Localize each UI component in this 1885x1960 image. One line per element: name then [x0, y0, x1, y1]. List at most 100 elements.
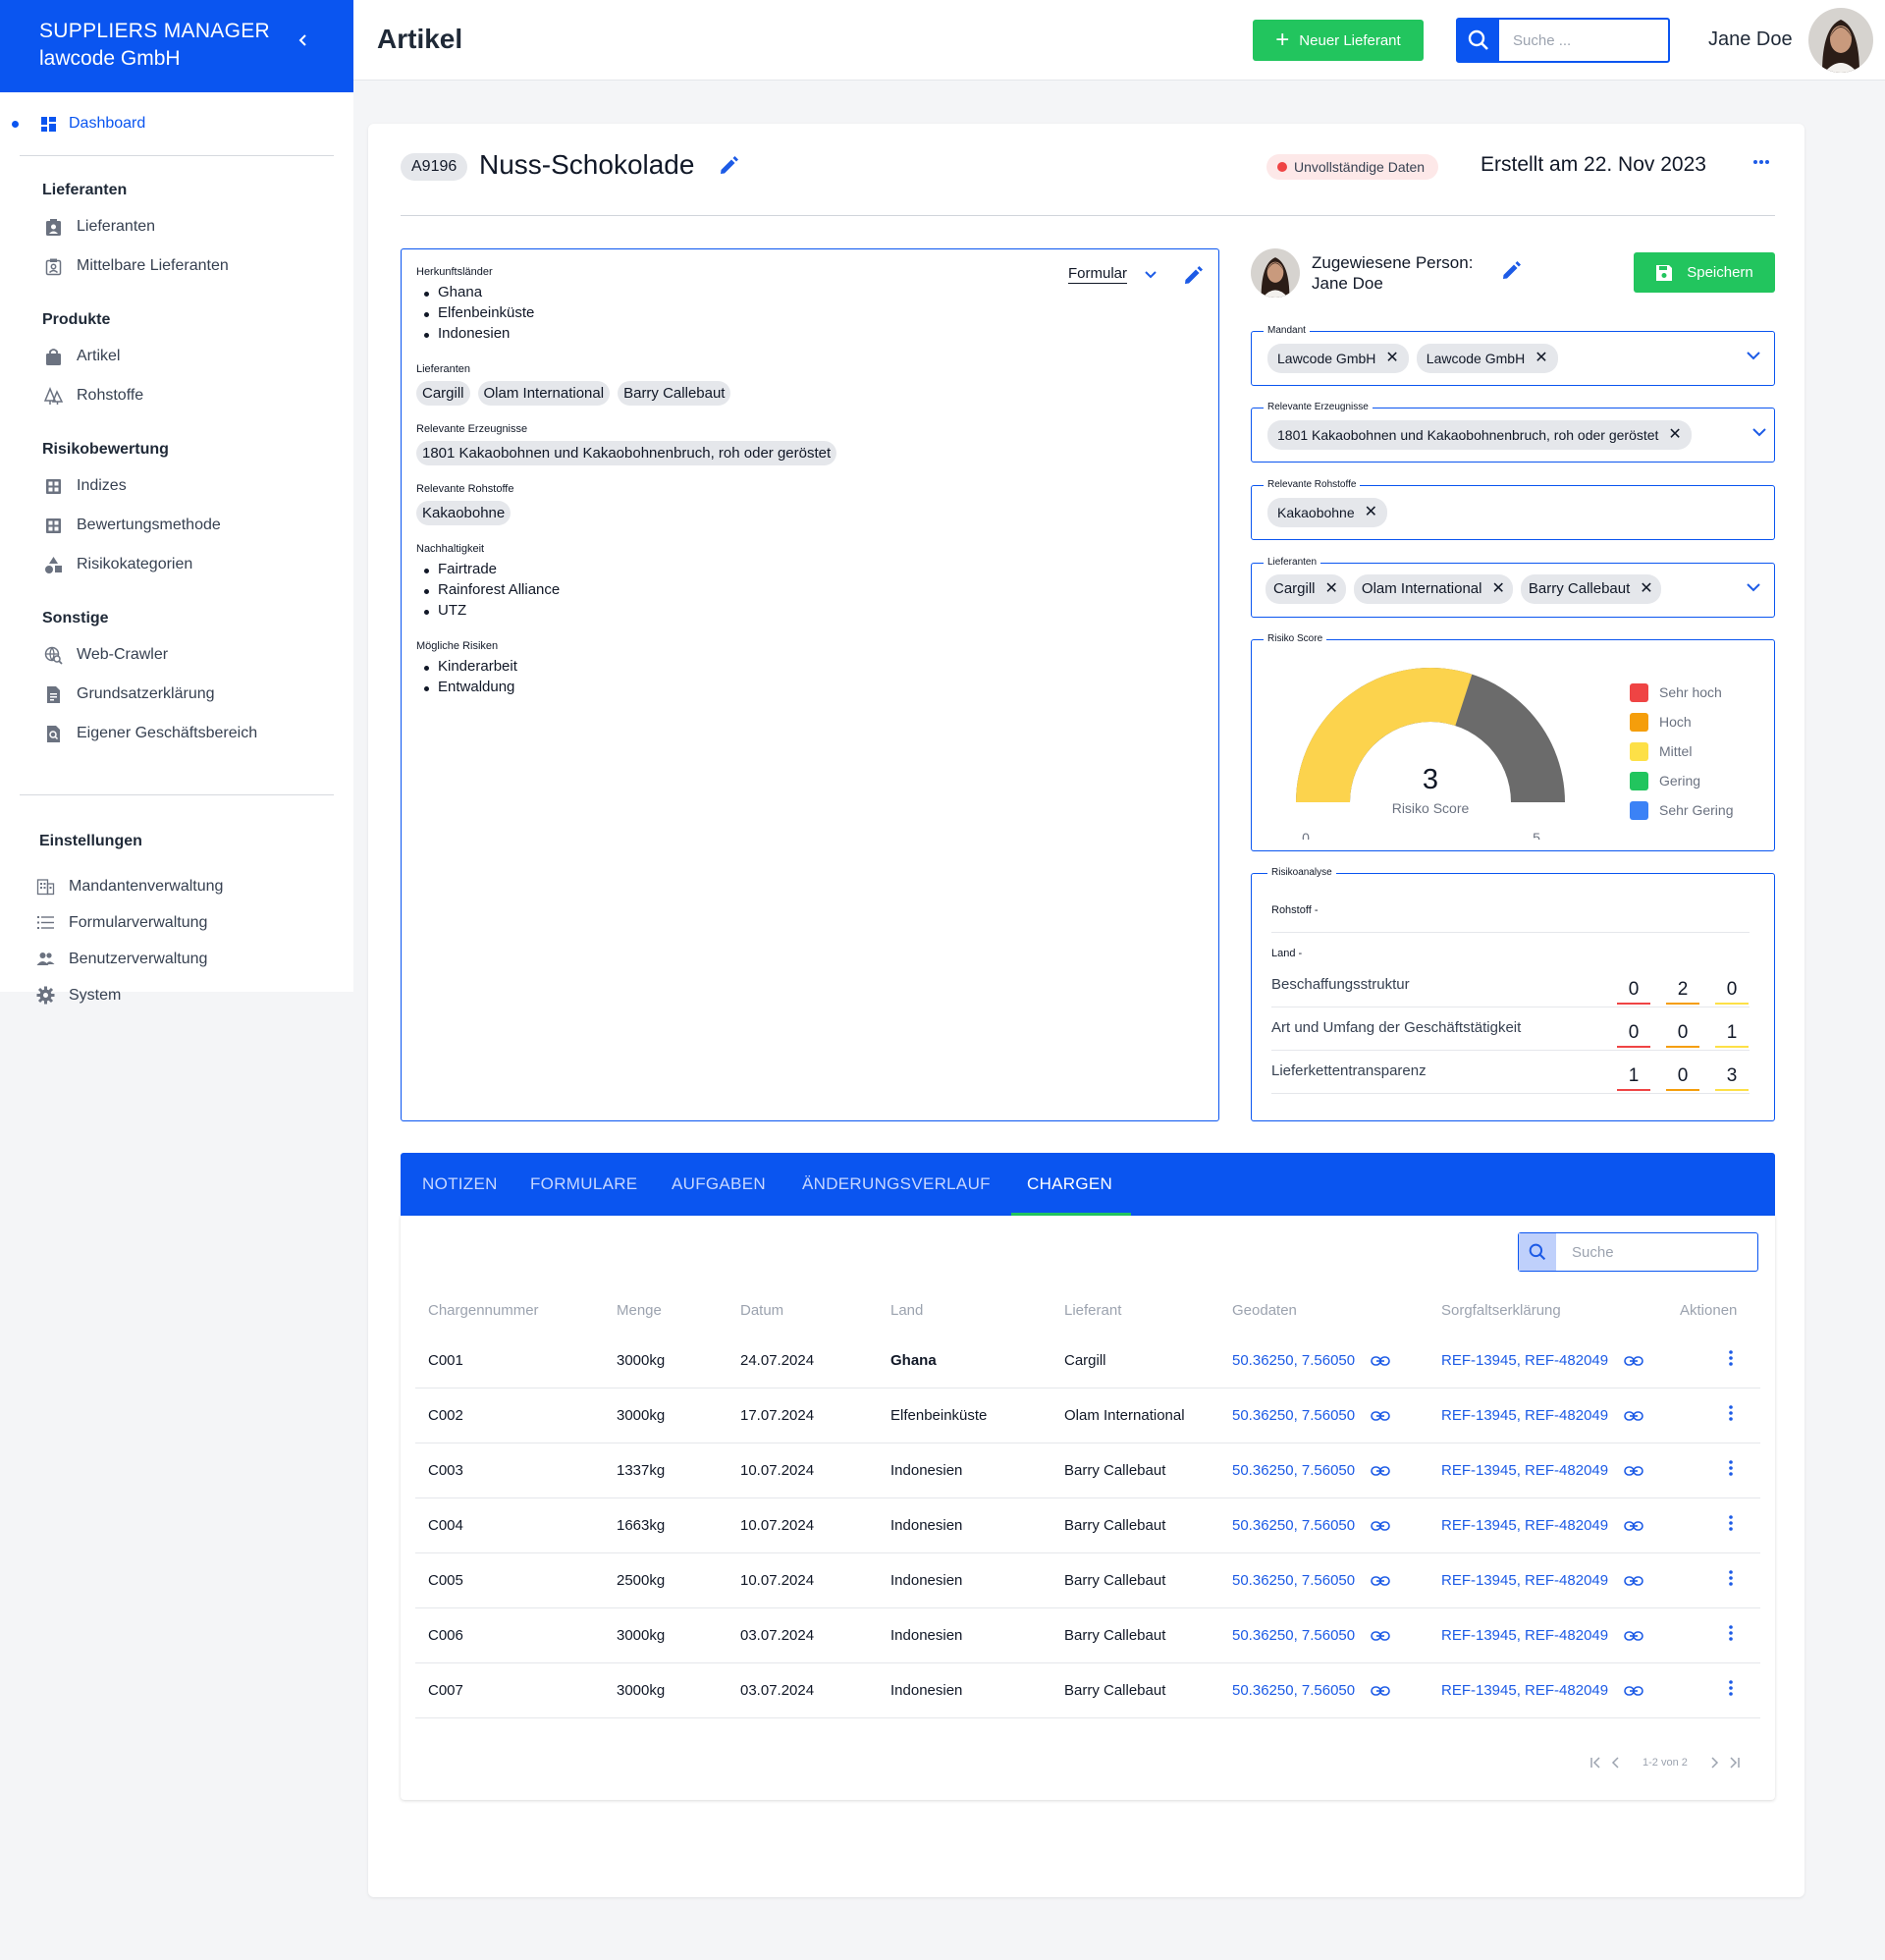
products-select[interactable]: Relevante Erzeugnisse 1801 Kakaobohnen u…: [1251, 402, 1775, 463]
search-icon[interactable]: [1458, 20, 1499, 61]
due-diligence-link[interactable]: REF-13945, REF-482049: [1441, 1682, 1643, 1699]
pencil-icon[interactable]: [1182, 265, 1204, 287]
tab-notizen[interactable]: NOTIZEN: [422, 1174, 498, 1193]
column-header[interactable]: Land: [890, 1302, 924, 1319]
value-underline: [1715, 1089, 1749, 1091]
close-icon[interactable]: ✕: [1668, 426, 1682, 443]
sidebar-item-artikel[interactable]: Artikel: [0, 337, 353, 376]
due-diligence-link[interactable]: REF-13945, REF-482049: [1441, 1572, 1643, 1589]
close-icon[interactable]: ✕: [1535, 350, 1548, 366]
tab-aenderungsverlauf[interactable]: ÄNDERUNGSVERLAUF: [802, 1174, 991, 1193]
more-horizontal-icon[interactable]: [1752, 159, 1770, 165]
sidebar-item-label: System: [69, 986, 122, 1004]
chevron-left-icon[interactable]: [296, 33, 310, 47]
geodata-link[interactable]: 50.36250, 7.56050: [1232, 1407, 1390, 1424]
sidebar-item-risikokategorien[interactable]: Risikokategorien: [0, 545, 353, 584]
due-diligence-link[interactable]: REF-13945, REF-482049: [1441, 1627, 1643, 1644]
field-label: Nachhaltigkeit: [416, 543, 485, 555]
sidebar-item-indizes[interactable]: Indizes: [0, 466, 353, 506]
gauge-min-label: 0: [1302, 830, 1310, 840]
geodata-link[interactable]: 50.36250, 7.56050: [1232, 1352, 1390, 1369]
column-header[interactable]: Datum: [740, 1302, 784, 1319]
first-page-icon[interactable]: [1589, 1757, 1603, 1769]
sidebar-item-lieferanten[interactable]: Lieferanten: [0, 207, 353, 246]
close-icon[interactable]: ✕: [1364, 504, 1378, 520]
sidebar-item-grundsatzerklaerung[interactable]: Grundsatzerklärung: [0, 675, 353, 714]
due-diligence-link[interactable]: REF-13945, REF-482049: [1441, 1352, 1643, 1369]
tab-aufgaben[interactable]: AUFGABEN: [672, 1174, 766, 1193]
analysis-value: 1: [1628, 1065, 1640, 1086]
geodata-link[interactable]: 50.36250, 7.56050: [1232, 1517, 1390, 1534]
due-diligence-link[interactable]: REF-13945, REF-482049: [1441, 1462, 1643, 1479]
chevron-down-icon[interactable]: [1145, 271, 1157, 279]
pencil-icon[interactable]: [1500, 260, 1522, 282]
article-card: A9196 Nuss-Schokolade Unvollständige Dat…: [368, 124, 1804, 1897]
sidebar-item-system[interactable]: System: [0, 977, 353, 1013]
new-supplier-button[interactable]: + Neuer Lieferant: [1253, 20, 1424, 61]
avatar[interactable]: [1808, 8, 1873, 73]
more-vertical-icon[interactable]: [1728, 1404, 1734, 1426]
table-cell-country: Indonesien: [890, 1682, 963, 1699]
column-header[interactable]: Geodaten: [1232, 1302, 1297, 1319]
more-vertical-icon[interactable]: [1728, 1679, 1734, 1701]
mandant-select[interactable]: Mandant Lawcode GmbH ✕ Lawcode GmbH ✕: [1251, 325, 1775, 386]
sidebar-item-web-crawler[interactable]: Web-Crawler: [0, 635, 353, 675]
due-diligence-link[interactable]: REF-13945, REF-482049: [1441, 1407, 1643, 1424]
table-cell-supplier: Olam International: [1064, 1407, 1185, 1424]
pencil-icon[interactable]: [718, 155, 739, 177]
legend-item: Mittel: [1630, 736, 1733, 766]
chevron-down-icon[interactable]: [1747, 352, 1760, 360]
brand-app-name: SUPPLIERS MANAGER: [39, 20, 270, 42]
sidebar-item-formularverwaltung[interactable]: Formularverwaltung: [0, 904, 353, 941]
sidebar-item-rohstoffe[interactable]: Rohstoffe: [0, 376, 353, 415]
analysis-row-label: Beschaffungsstruktur: [1271, 976, 1410, 993]
raw-material-select[interactable]: Relevante Rohstoffe Kakaobohne ✕: [1251, 479, 1775, 540]
last-page-icon[interactable]: [1727, 1757, 1741, 1769]
sidebar-item-mandantenverwaltung[interactable]: Mandantenverwaltung: [0, 868, 353, 904]
link-icon: [1363, 1575, 1390, 1586]
more-vertical-icon[interactable]: [1728, 1459, 1734, 1481]
previous-page-icon[interactable]: [1611, 1757, 1621, 1769]
table-cell-country: Elfenbeinküste: [890, 1407, 988, 1424]
search-icon[interactable]: [1519, 1233, 1556, 1271]
tab-chargen[interactable]: CHARGEN: [1027, 1174, 1113, 1193]
more-vertical-icon[interactable]: [1728, 1569, 1734, 1591]
sidebar-item-dashboard[interactable]: Dashboard: [0, 92, 353, 155]
raw-material-chip: Kakaobohne: [416, 501, 512, 525]
geodata-link[interactable]: 50.36250, 7.56050: [1232, 1627, 1390, 1644]
gauge-max-label: 5: [1533, 830, 1540, 840]
legend-swatch: [1630, 771, 1648, 790]
next-page-icon[interactable]: [1709, 1757, 1719, 1769]
formular-dropdown[interactable]: Formular: [1068, 265, 1128, 284]
value-underline: [1617, 1003, 1650, 1005]
geodata-link[interactable]: 50.36250, 7.56050: [1232, 1572, 1390, 1589]
close-icon[interactable]: ✕: [1324, 580, 1338, 597]
nav-group-risikobewertung: Risikobewertung Indizes Bewertungsmethod…: [0, 433, 353, 584]
chevron-down-icon[interactable]: [1747, 583, 1760, 592]
more-vertical-icon[interactable]: [1728, 1624, 1734, 1646]
close-icon[interactable]: ✕: [1385, 350, 1399, 366]
more-vertical-icon[interactable]: [1728, 1514, 1734, 1536]
search-input[interactable]: [1499, 20, 1666, 61]
geodata-link[interactable]: 50.36250, 7.56050: [1232, 1462, 1390, 1479]
sidebar-item-eigener-geschaeftsbereich[interactable]: Eigener Geschäftsbereich: [0, 714, 353, 753]
column-header[interactable]: Sorgfaltserklärung: [1441, 1302, 1561, 1319]
sidebar-item-mittelbare-lieferanten[interactable]: Mittelbare Lieferanten: [0, 246, 353, 286]
sidebar-item-benutzerverwaltung[interactable]: Benutzerverwaltung: [0, 941, 353, 977]
geodata-link[interactable]: 50.36250, 7.56050: [1232, 1682, 1390, 1699]
sidebar-item-label: Benutzerverwaltung: [69, 950, 208, 967]
due-diligence-link[interactable]: REF-13945, REF-482049: [1441, 1517, 1643, 1534]
save-button[interactable]: Speichern: [1634, 252, 1775, 293]
column-header[interactable]: Chargennummer: [428, 1302, 539, 1319]
column-header[interactable]: Menge: [617, 1302, 662, 1319]
suppliers-select[interactable]: Lieferanten Cargill ✕ Olam International ✕…: [1251, 557, 1775, 618]
close-icon[interactable]: ✕: [1491, 580, 1505, 597]
close-icon[interactable]: ✕: [1640, 580, 1653, 597]
column-header[interactable]: Lieferant: [1064, 1302, 1122, 1319]
table-search-input[interactable]: [1556, 1233, 1752, 1271]
tab-formulare[interactable]: FORMULARE: [530, 1174, 638, 1193]
chip-label: Olam International: [1361, 580, 1482, 597]
sidebar-item-bewertungsmethode[interactable]: Bewertungsmethode: [0, 506, 353, 545]
more-vertical-icon[interactable]: [1728, 1349, 1734, 1371]
chevron-down-icon[interactable]: [1752, 428, 1766, 437]
